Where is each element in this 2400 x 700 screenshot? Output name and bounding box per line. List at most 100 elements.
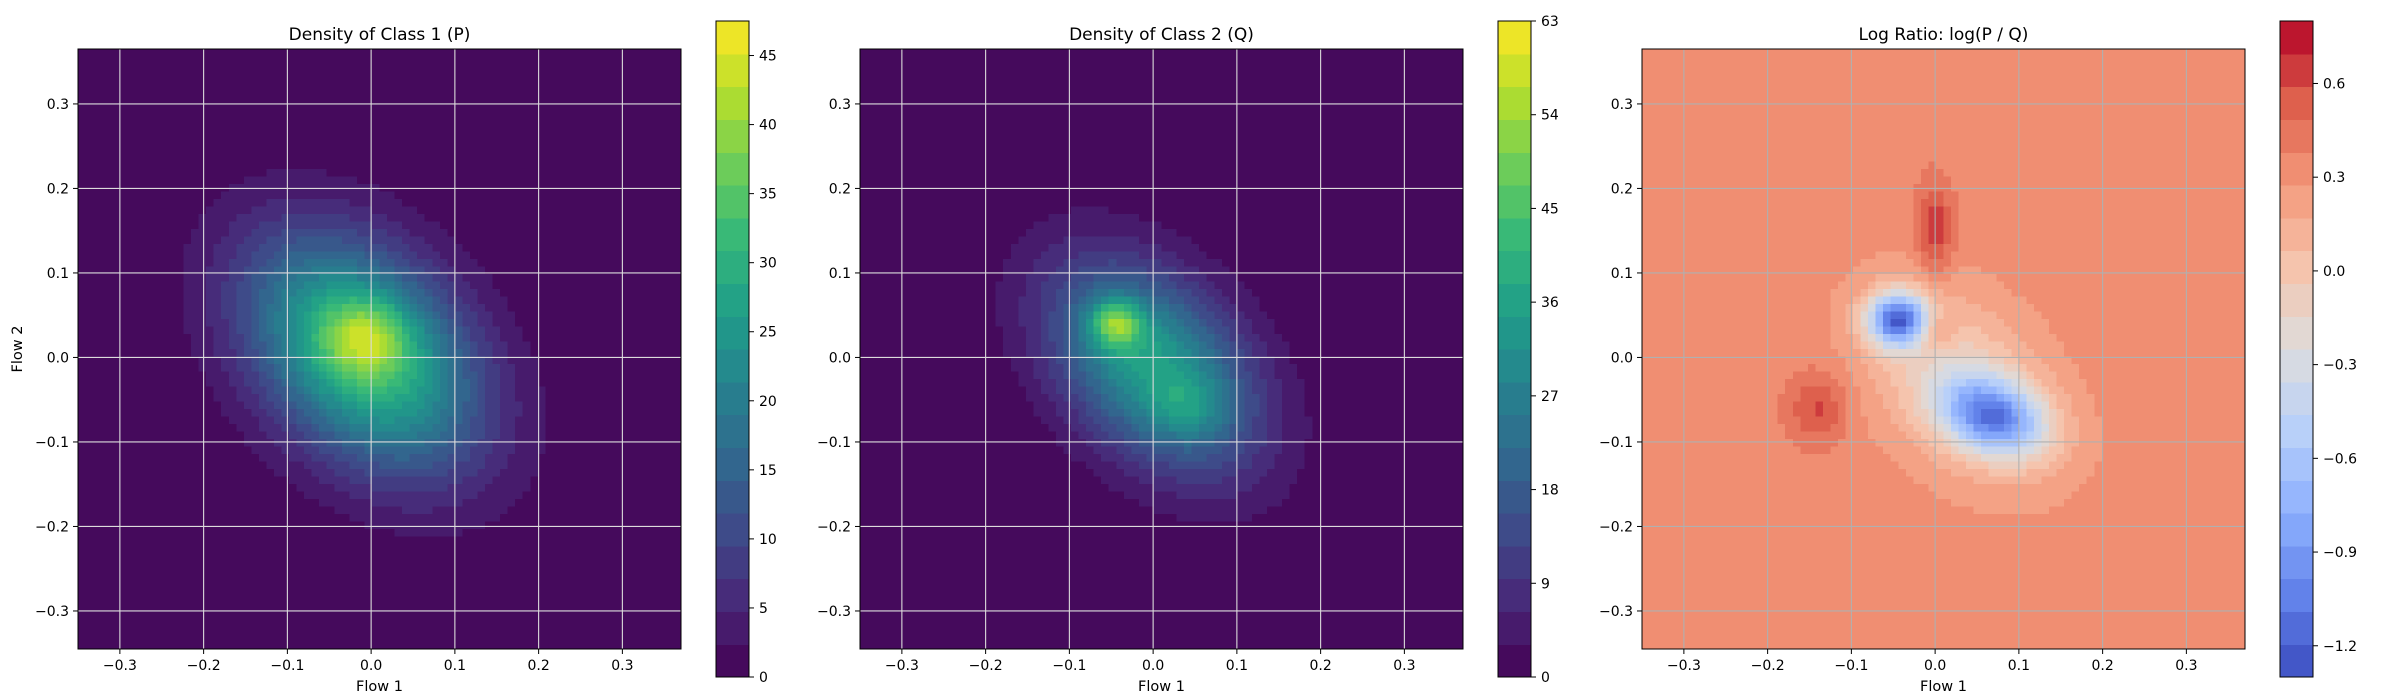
heatmap-cell [440, 417, 448, 425]
heatmap-cell [168, 537, 176, 545]
heatmap-cell [402, 229, 410, 237]
heatmap-cell [108, 289, 116, 297]
heatmap-cell [176, 49, 184, 57]
heatmap-cell [462, 252, 470, 260]
heatmap-cell [515, 72, 523, 80]
heatmap-cell [387, 417, 395, 425]
heatmap-cell [470, 274, 478, 282]
heatmap-cell [297, 192, 305, 200]
heatmap-cell [161, 79, 169, 87]
heatmap-cell [402, 349, 410, 357]
heatmap-cell [432, 552, 440, 560]
heatmap-cell [259, 589, 267, 597]
heatmap-cell [176, 132, 184, 140]
heatmap-cell [319, 132, 327, 140]
heatmap-cell [304, 147, 312, 155]
heatmap-cell [372, 514, 380, 522]
heatmap-cell [101, 49, 109, 57]
heatmap-cell [425, 544, 433, 552]
heatmap-cell [206, 432, 214, 440]
heatmap-cell [357, 589, 365, 597]
heatmap-cell [229, 597, 237, 605]
heatmap-cell [282, 109, 290, 117]
heatmap-cell [191, 507, 199, 515]
heatmap-cell [387, 319, 395, 327]
heatmap-cell [108, 192, 116, 200]
heatmap-cell [138, 492, 146, 500]
heatmap-cell [146, 387, 154, 395]
heatmap-cell [500, 544, 508, 552]
heatmap-cell [86, 222, 94, 230]
heatmap-cell [221, 304, 229, 312]
heatmap-cell [282, 537, 290, 545]
heatmap-cell [266, 334, 274, 342]
heatmap-cell [508, 612, 516, 620]
heatmap-cell [78, 394, 86, 402]
heatmap-cell [259, 162, 267, 170]
heatmap-cell [493, 544, 501, 552]
heatmap-cell [101, 582, 109, 590]
heatmap-cell [312, 237, 320, 245]
heatmap-cell [199, 49, 207, 57]
heatmap-cell [297, 64, 305, 72]
heatmap-cell [349, 154, 357, 162]
heatmap-cell [206, 567, 214, 575]
heatmap-cell [470, 559, 478, 567]
heatmap-cell [86, 409, 94, 417]
heatmap-cell [138, 454, 146, 462]
heatmap-cell [78, 319, 86, 327]
heatmap-cell [244, 454, 252, 462]
heatmap-cell [523, 102, 531, 110]
heatmap-cell [78, 282, 86, 290]
heatmap-cell [523, 94, 531, 102]
heatmap-cell [470, 327, 478, 335]
heatmap-cell [176, 244, 184, 252]
heatmap-cell [236, 304, 244, 312]
heatmap-cell [515, 252, 523, 260]
heatmap-cell [462, 387, 470, 395]
heatmap-cell [86, 619, 94, 627]
heatmap-cell [447, 282, 455, 290]
heatmap-cell [432, 214, 440, 222]
heatmap-cell [86, 192, 94, 200]
heatmap-cell [101, 222, 109, 230]
heatmap-cell [266, 432, 274, 440]
heatmap-cell [493, 514, 501, 522]
heatmap-cell [530, 529, 538, 537]
heatmap-cell [493, 372, 501, 380]
heatmap-cell [297, 282, 305, 290]
heatmap-cell [530, 72, 538, 80]
heatmap-cell [251, 409, 259, 417]
heatmap-cell [108, 477, 116, 485]
heatmap-cell [410, 619, 418, 627]
heatmap-cell [425, 499, 433, 507]
heatmap-cell [184, 612, 192, 620]
heatmap-cell [229, 289, 237, 297]
heatmap-cell [523, 454, 531, 462]
heatmap-cell [380, 559, 388, 567]
heatmap-cell [93, 282, 101, 290]
heatmap-cell [199, 574, 207, 582]
heatmap-cell [523, 477, 531, 485]
heatmap-cell [78, 147, 86, 155]
heatmap-cell [221, 49, 229, 57]
heatmap-cell [282, 522, 290, 530]
heatmap-cell [168, 589, 176, 597]
heatmap-cell [244, 439, 252, 447]
heatmap-cell [214, 477, 222, 485]
heatmap-cell [372, 177, 380, 185]
heatmap-cell [493, 199, 501, 207]
heatmap-cell [349, 162, 357, 170]
heatmap-cell [176, 424, 184, 432]
heatmap-cell [425, 477, 433, 485]
heatmap-cell [282, 379, 290, 387]
heatmap-cell [199, 507, 207, 515]
heatmap-cell [251, 597, 259, 605]
heatmap-cell [199, 79, 207, 87]
heatmap-cell [199, 57, 207, 65]
heatmap-cell [395, 177, 403, 185]
heatmap-cell [530, 102, 538, 110]
heatmap-cell [259, 207, 267, 215]
heatmap-cell [523, 154, 531, 162]
heatmap-cell [244, 514, 252, 522]
